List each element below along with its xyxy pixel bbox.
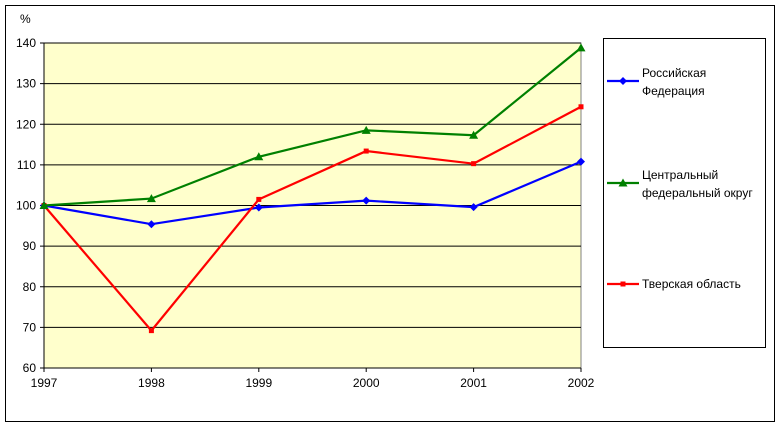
y-tick-label: 90	[23, 239, 37, 253]
legend-label: федеральный округ	[642, 186, 753, 200]
x-tick-label: 1998	[138, 376, 165, 390]
legend-item: Центральный федеральный округ	[607, 168, 753, 200]
legend-swatch-marker	[618, 178, 628, 187]
series-line	[43, 105, 582, 333]
data-point	[469, 203, 478, 212]
legend-label: Федерация	[642, 84, 705, 98]
series-layer	[39, 43, 586, 334]
series-line	[43, 160, 582, 226]
x-tick-label: 2001	[460, 376, 487, 390]
y-axis-unit-label: %	[20, 12, 31, 26]
y-tick-label: 60	[23, 361, 37, 375]
series-line	[43, 47, 582, 207]
y-tick-label: 120	[16, 117, 36, 131]
data-point	[471, 161, 477, 167]
y-tick-label: 130	[16, 77, 36, 91]
data-point	[577, 157, 585, 166]
legend-swatch-marker	[620, 281, 626, 287]
y-tick-label: 70	[23, 320, 37, 334]
data-point	[146, 194, 156, 203]
series-group	[39, 43, 586, 209]
legend-label: Центральный	[642, 168, 718, 182]
y-tick-label: 140	[16, 36, 36, 50]
data-point	[254, 152, 264, 161]
data-point	[361, 125, 371, 134]
y-tick-label: 110	[17, 158, 36, 172]
legend: Российская Федерация Центральный федеральны…	[603, 38, 766, 348]
data-point	[39, 201, 49, 209]
y-tick-label: 100	[16, 199, 36, 213]
legend-item: Российская Федерация	[607, 66, 706, 98]
legend-swatch-marker	[619, 77, 627, 85]
data-point	[254, 203, 263, 212]
x-tick-label: 2002	[568, 376, 595, 390]
data-point	[363, 148, 369, 154]
legend-item: Тверская область	[607, 277, 741, 291]
data-point	[147, 220, 156, 229]
data-point	[578, 104, 584, 110]
legend-label: Тверская область	[642, 277, 741, 291]
x-tick-label: 2000	[353, 376, 380, 390]
x-tick-label: 1999	[245, 376, 272, 390]
grid-lines	[44, 42, 581, 328]
x-tick-label: 1997	[31, 376, 58, 390]
data-point	[576, 43, 586, 52]
data-point	[362, 196, 371, 205]
y-tick-label: 80	[23, 280, 37, 294]
data-point	[256, 196, 262, 202]
data-point	[469, 130, 479, 139]
legend-box	[603, 38, 766, 348]
data-point	[148, 328, 154, 334]
legend-label: Российская	[642, 66, 706, 80]
